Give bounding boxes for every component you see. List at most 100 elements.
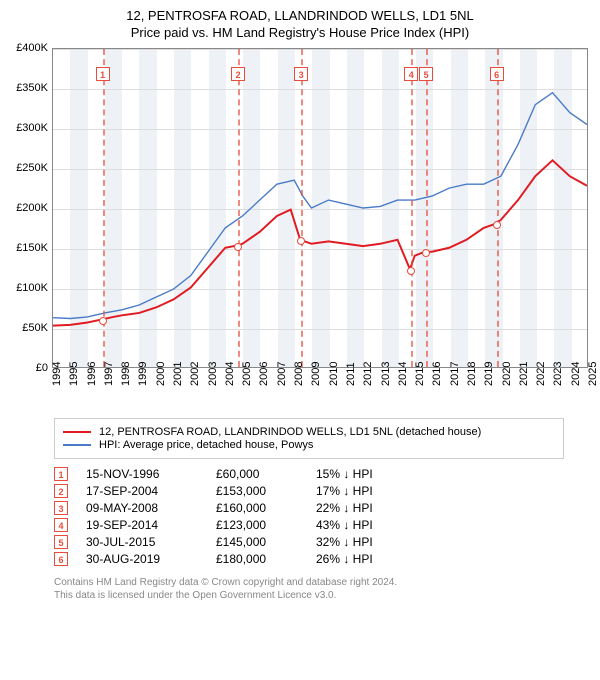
sale-marker-box: 4 [404, 67, 418, 81]
sale-marker-box: 3 [294, 67, 308, 81]
sales-table: 1 15-NOV-1996£60,00015% ↓ HPI 2 17-SEP-2004… [54, 467, 590, 566]
sale-number-box: 3 [54, 501, 68, 515]
x-tick-label: 2001 [172, 362, 184, 386]
legend-row: 12, PENTROSFA ROAD, LLANDRINDOD WELLS, L… [63, 426, 555, 438]
sale-number-box: 1 [54, 467, 68, 481]
x-tick-label: 2016 [431, 362, 443, 386]
sale-row: 1 15-NOV-1996£60,00015% ↓ HPI [54, 467, 590, 481]
sale-price: £160,000 [216, 501, 316, 515]
legend-swatch [63, 444, 91, 446]
series-red [53, 160, 587, 325]
x-tick-label: 2010 [328, 362, 340, 386]
sale-row: 4 19-SEP-2014£123,00043% ↓ HPI [54, 518, 590, 532]
x-tick-label: 2022 [535, 362, 547, 386]
legend-label: HPI: Average price, detached house, Powy… [99, 439, 313, 451]
x-tick-label: 2015 [414, 362, 426, 386]
x-tick-label: 2013 [380, 362, 392, 386]
sale-diff: 15% ↓ HPI [316, 467, 426, 481]
sale-row: 3 09-MAY-2008£160,00022% ↓ HPI [54, 501, 590, 515]
footer-line-1: Contains HM Land Registry data © Crown c… [54, 576, 590, 589]
legend-swatch [63, 431, 91, 433]
sale-marker-line [426, 49, 428, 367]
sale-marker-line [411, 49, 413, 367]
sale-dot [407, 267, 415, 275]
plot-area: 1 2 3 45 6 [52, 48, 588, 368]
sale-diff: 22% ↓ HPI [316, 501, 426, 515]
sale-price: £153,000 [216, 484, 316, 498]
y-tick-label: £250K [16, 162, 48, 174]
x-axis-labels: 1994199519961997199819992000200120022003… [52, 368, 588, 408]
x-tick-label: 1994 [51, 362, 63, 386]
chart-title: 12, PENTROSFA ROAD, LLANDRINDOD WELLS, L… [10, 8, 590, 23]
sale-number-box: 2 [54, 484, 68, 498]
sale-marker-line [497, 49, 499, 367]
y-tick-label: £50K [22, 322, 48, 334]
sale-date: 09-MAY-2008 [86, 501, 216, 515]
x-tick-label: 2005 [241, 362, 253, 386]
x-tick-label: 2002 [189, 362, 201, 386]
x-tick-label: 2018 [466, 362, 478, 386]
sale-price: £60,000 [216, 467, 316, 481]
legend-box: 12, PENTROSFA ROAD, LLANDRINDOD WELLS, L… [54, 418, 564, 459]
sale-date: 17-SEP-2004 [86, 484, 216, 498]
x-tick-label: 1996 [86, 362, 98, 386]
x-tick-label: 2021 [518, 362, 530, 386]
sale-diff: 26% ↓ HPI [316, 552, 426, 566]
sale-marker-line [301, 49, 303, 367]
line-svg [53, 49, 587, 367]
y-tick-label: £150K [16, 242, 48, 254]
sale-date: 19-SEP-2014 [86, 518, 216, 532]
sale-diff: 43% ↓ HPI [316, 518, 426, 532]
sale-marker-box: 5 [419, 67, 433, 81]
footer-text: Contains HM Land Registry data © Crown c… [54, 576, 590, 602]
y-tick-label: £200K [16, 202, 48, 214]
legend-row: HPI: Average price, detached house, Powy… [63, 439, 555, 451]
sale-diff: 17% ↓ HPI [316, 484, 426, 498]
chart-area: £0£50K£100K£150K£200K£250K£300K£350K£400… [10, 48, 590, 408]
sale-price: £123,000 [216, 518, 316, 532]
x-tick-label: 2024 [570, 362, 582, 386]
series-blue [53, 93, 587, 319]
sale-row: 2 17-SEP-2004£153,00017% ↓ HPI [54, 484, 590, 498]
sale-date: 30-AUG-2019 [86, 552, 216, 566]
x-tick-label: 2014 [397, 362, 409, 386]
x-tick-label: 2017 [449, 362, 461, 386]
y-tick-label: £300K [16, 122, 48, 134]
sale-dot [99, 317, 107, 325]
sale-dot [422, 249, 430, 257]
y-axis-labels: £0£50K£100K£150K£200K£250K£300K£350K£400… [10, 48, 52, 368]
sale-marker-box: 2 [231, 67, 245, 81]
sale-number-box: 5 [54, 535, 68, 549]
x-tick-label: 1995 [68, 362, 80, 386]
x-tick-label: 1997 [103, 362, 115, 386]
x-tick-label: 2006 [258, 362, 270, 386]
x-tick-label: 2008 [293, 362, 305, 386]
sale-marker-box: 1 [96, 67, 110, 81]
x-tick-label: 2000 [155, 362, 167, 386]
x-tick-label: 2009 [310, 362, 322, 386]
sale-date: 15-NOV-1996 [86, 467, 216, 481]
x-tick-label: 2003 [207, 362, 219, 386]
x-tick-label: 2004 [224, 362, 236, 386]
legend-label: 12, PENTROSFA ROAD, LLANDRINDOD WELLS, L… [99, 426, 481, 438]
x-tick-label: 2007 [276, 362, 288, 386]
sale-number-box: 4 [54, 518, 68, 532]
sale-diff: 32% ↓ HPI [316, 535, 426, 549]
x-tick-label: 1999 [137, 362, 149, 386]
y-tick-label: £0 [36, 362, 48, 374]
sale-marker-box: 6 [490, 67, 504, 81]
y-tick-label: £350K [16, 82, 48, 94]
sale-row: 630-AUG-2019£180,00026% ↓ HPI [54, 552, 590, 566]
chart-subtitle: Price paid vs. HM Land Registry's House … [10, 25, 590, 40]
footer-line-2: This data is licensed under the Open Gov… [54, 589, 590, 602]
sale-number-box: 6 [54, 552, 68, 566]
chart-container: 12, PENTROSFA ROAD, LLANDRINDOD WELLS, L… [0, 0, 600, 610]
x-tick-label: 2025 [587, 362, 599, 386]
x-tick-label: 2011 [345, 362, 357, 386]
x-tick-label: 2012 [362, 362, 374, 386]
sale-dot [234, 243, 242, 251]
sale-date: 30-JUL-2015 [86, 535, 216, 549]
x-tick-label: 2019 [483, 362, 495, 386]
sale-dot [297, 237, 305, 245]
sale-row: 530-JUL-2015£145,00032% ↓ HPI [54, 535, 590, 549]
